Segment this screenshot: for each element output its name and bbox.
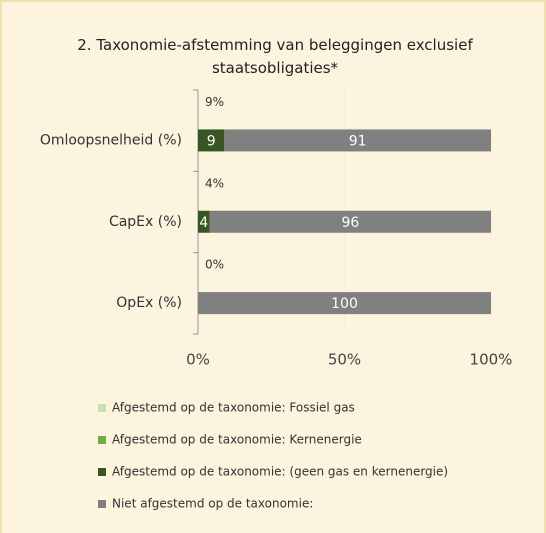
legend-label: Afgestemd op de taxonomie: Kernenergie [112,433,362,447]
legend-swatch [98,404,106,412]
bar-segment [198,210,210,233]
bar-segment [198,292,491,315]
bar-segment [224,129,491,152]
annotation: 9% [205,95,224,109]
legend-swatch [98,500,106,508]
data-label: 100 [331,296,358,312]
x-tick-label: 100% [470,351,513,369]
data-label: 4 [199,215,208,231]
category-label: OpEx (%) [116,295,182,311]
bar-segment [209,210,491,233]
data-label: 96 [341,215,359,231]
category-label: CapEx (%) [109,214,182,230]
data-label: 9 [207,133,216,149]
data-label: 91 [349,133,367,149]
legend-swatch [98,436,106,444]
x-tick-label: 0% [186,351,210,369]
annotation: 0% [205,258,224,272]
chart-title: 2. Taxonomie-afstemming van beleggingen … [77,36,473,77]
legend-label: Niet afgestemd op de taxonomie: [112,497,313,511]
x-tick-label: 50% [328,351,361,369]
bar-segment [198,129,225,152]
category-label: Omloopsnelheid (%) [40,132,182,148]
legend-swatch [98,468,106,476]
annotation: 4% [205,176,224,190]
legend-label: Afgestemd op de taxonomie: (geen gas en … [112,465,448,479]
legend-label: Afgestemd op de taxonomie: Fossiel gas [112,401,355,415]
